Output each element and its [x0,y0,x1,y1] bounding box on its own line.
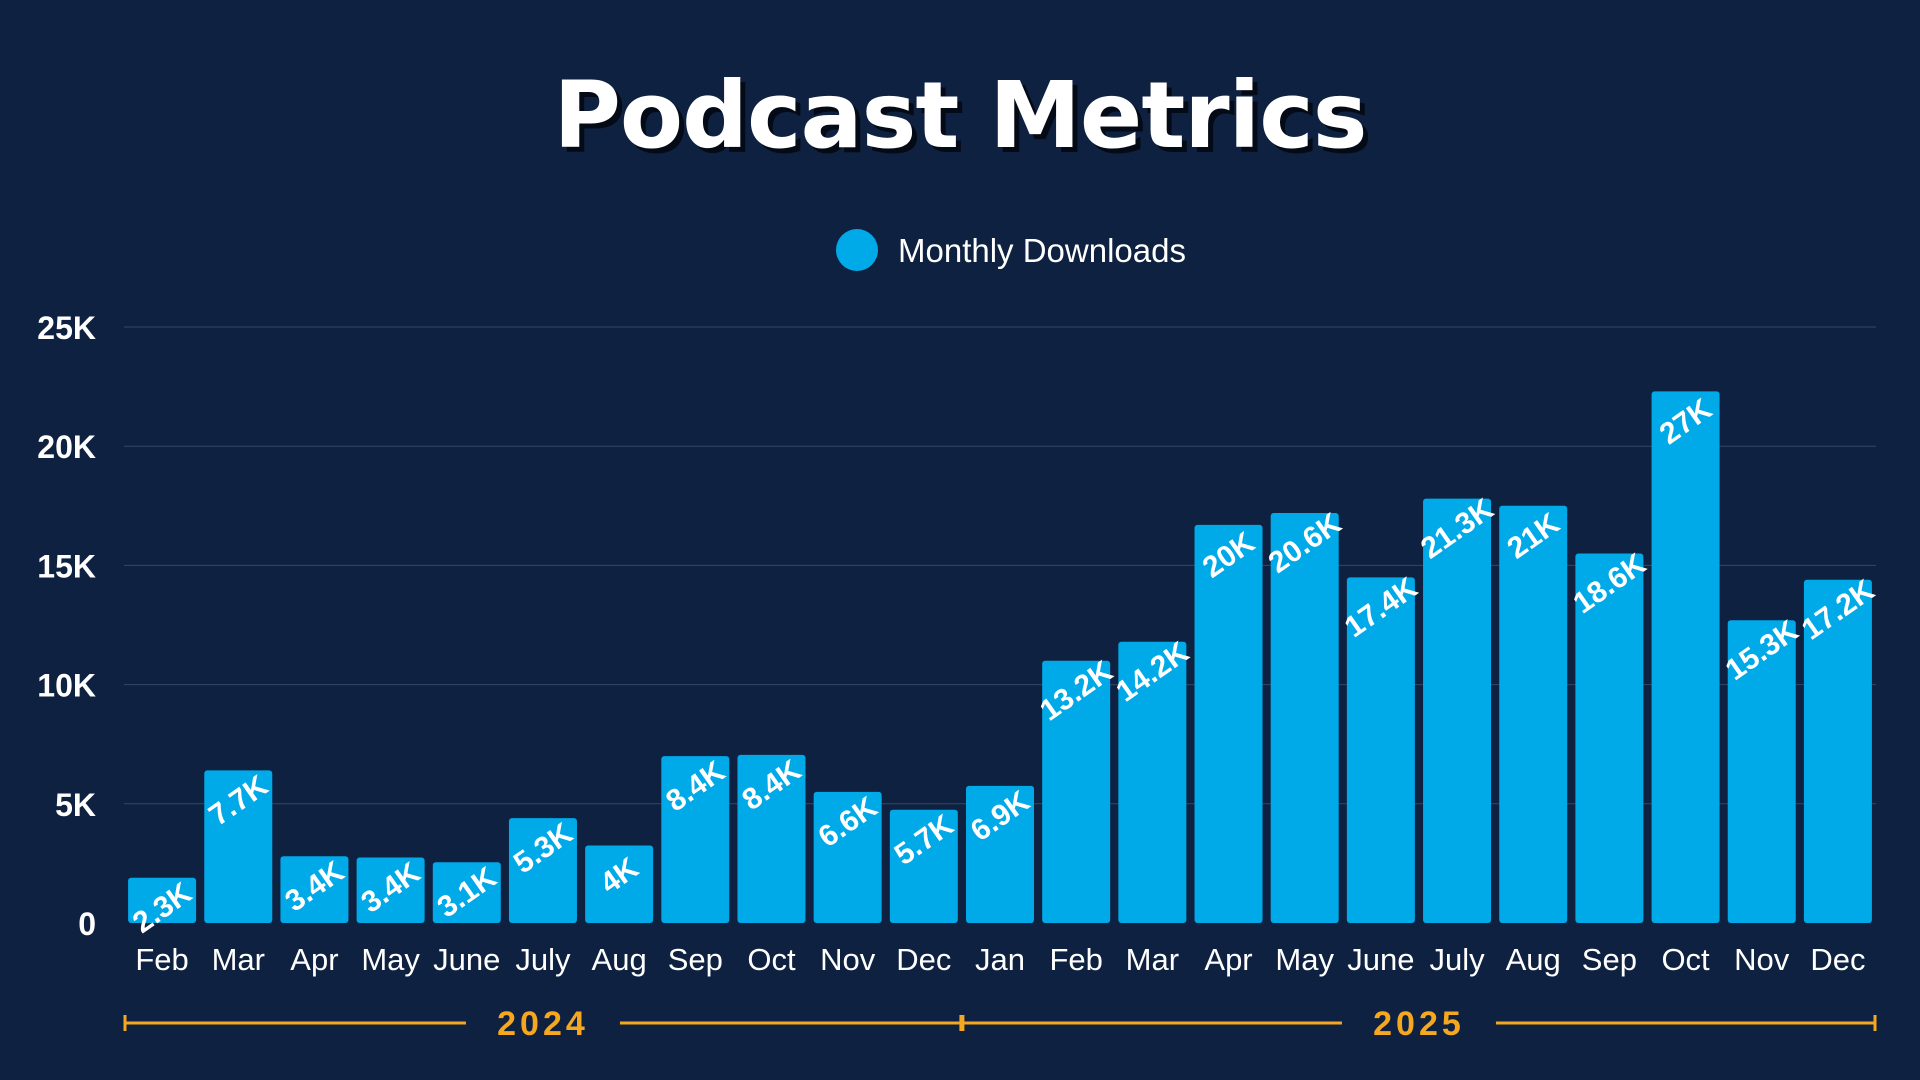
x-tick-label: Nov [820,942,876,977]
x-tick-label: Aug [1506,942,1561,977]
x-tick-label: Feb [1049,942,1102,977]
x-tick-label: Oct [1661,942,1710,977]
legend-label: Monthly Downloads [898,232,1186,269]
x-tick-label: Jan [975,942,1025,977]
year-label: 2025 [1373,1005,1465,1043]
bar [1575,553,1644,923]
bar [1423,498,1492,923]
bar [1651,391,1720,923]
bar [1194,524,1263,923]
year-label: 2024 [497,1005,589,1043]
x-tick-label: Mar [212,942,265,977]
bar [432,862,501,923]
y-tick-label: 10K [37,668,96,704]
bar [661,756,730,923]
x-tick-label: July [1429,942,1485,977]
y-tick-label: 5K [55,787,96,823]
x-tick-label: Aug [592,942,647,977]
bar [813,791,882,923]
bar [356,857,425,923]
x-tick-label: Dec [896,942,951,977]
bar [737,754,806,923]
bar [128,877,197,923]
x-tick-label: Dec [1810,942,1865,977]
bar [966,785,1034,923]
bar [1727,620,1796,923]
x-tick-label: Mar [1126,942,1179,977]
bar [1346,577,1415,923]
bar [1118,641,1187,923]
x-tick-label: May [1275,942,1334,977]
bar [508,818,577,923]
y-tick-label: 15K [37,548,96,584]
bar [1803,579,1872,923]
bar [585,845,654,923]
x-tick-label: May [361,942,420,977]
x-tick-label: Apr [1204,942,1252,977]
x-tick-label: June [1347,942,1414,977]
legend-marker-icon [836,229,878,271]
x-tick-label: Sep [1582,942,1637,977]
x-tick-label: June [433,942,500,977]
bar [1042,660,1111,923]
x-tick-label: July [515,942,571,977]
y-tick-label: 20K [37,429,96,465]
bar [280,856,349,923]
y-tick-label: 25K [37,310,96,346]
bar [889,809,958,923]
y-tick-label: 0 [78,906,96,942]
bar [1499,505,1568,923]
bar [204,770,273,923]
x-tick-label: Oct [747,942,796,977]
x-tick-label: Apr [290,942,338,977]
chart-title: Podcast Metrics [553,62,1368,169]
x-tick-label: Feb [135,942,188,977]
x-tick-label: Sep [668,942,723,977]
bar [1270,512,1339,923]
x-tick-label: Nov [1734,942,1790,977]
